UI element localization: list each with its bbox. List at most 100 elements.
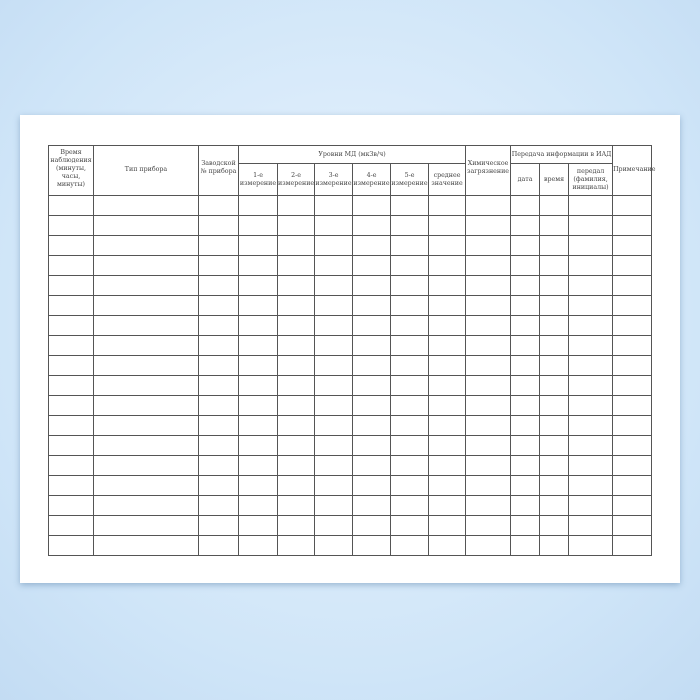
- table-cell[interactable]: [427, 495, 467, 516]
- table-cell[interactable]: [238, 475, 278, 496]
- table-cell[interactable]: [568, 195, 614, 216]
- table-cell[interactable]: [238, 375, 278, 396]
- table-cell[interactable]: [352, 495, 391, 516]
- table-cell[interactable]: [48, 395, 94, 416]
- table-cell[interactable]: [510, 395, 541, 416]
- table-cell[interactable]: [277, 535, 315, 556]
- table-cell[interactable]: [352, 475, 391, 496]
- table-cell[interactable]: [238, 275, 278, 296]
- table-cell[interactable]: [612, 295, 653, 316]
- table-cell[interactable]: [612, 235, 653, 256]
- table-cell[interactable]: [568, 275, 614, 296]
- table-cell[interactable]: [510, 435, 541, 456]
- table-cell[interactable]: [612, 395, 653, 416]
- table-cell[interactable]: [539, 475, 570, 496]
- table-cell[interactable]: [314, 275, 353, 296]
- table-cell[interactable]: [427, 535, 467, 556]
- table-cell[interactable]: [465, 475, 512, 496]
- table-cell[interactable]: [510, 375, 541, 396]
- table-cell[interactable]: [427, 335, 467, 356]
- table-cell[interactable]: [510, 495, 541, 516]
- table-cell[interactable]: [48, 435, 94, 456]
- table-cell[interactable]: [352, 415, 391, 436]
- table-cell[interactable]: [510, 515, 541, 536]
- table-cell[interactable]: [314, 415, 353, 436]
- table-cell[interactable]: [612, 535, 653, 556]
- table-cell[interactable]: [568, 435, 614, 456]
- table-cell[interactable]: [198, 215, 239, 236]
- table-cell[interactable]: [93, 495, 199, 516]
- table-cell[interactable]: [465, 195, 512, 216]
- table-cell[interactable]: [93, 375, 199, 396]
- table-cell[interactable]: [314, 455, 353, 476]
- table-cell[interactable]: [48, 275, 94, 296]
- table-cell[interactable]: [352, 295, 391, 316]
- table-cell[interactable]: [539, 515, 570, 536]
- table-cell[interactable]: [612, 275, 653, 296]
- table-cell[interactable]: [539, 195, 570, 216]
- table-cell[interactable]: [238, 535, 278, 556]
- table-cell[interactable]: [277, 215, 315, 236]
- table-cell[interactable]: [277, 335, 315, 356]
- table-cell[interactable]: [93, 295, 199, 316]
- table-cell[interactable]: [198, 275, 239, 296]
- table-cell[interactable]: [352, 395, 391, 416]
- table-cell[interactable]: [568, 495, 614, 516]
- table-cell[interactable]: [568, 335, 614, 356]
- table-cell[interactable]: [93, 355, 199, 376]
- table-cell[interactable]: [612, 215, 653, 236]
- table-cell[interactable]: [277, 355, 315, 376]
- table-cell[interactable]: [48, 335, 94, 356]
- table-cell[interactable]: [198, 315, 239, 336]
- table-cell[interactable]: [352, 455, 391, 476]
- table-cell[interactable]: [390, 435, 429, 456]
- table-cell[interactable]: [93, 435, 199, 456]
- table-cell[interactable]: [277, 455, 315, 476]
- table-cell[interactable]: [465, 255, 512, 276]
- table-cell[interactable]: [48, 515, 94, 536]
- table-cell[interactable]: [427, 515, 467, 536]
- table-cell[interactable]: [48, 375, 94, 396]
- table-cell[interactable]: [427, 435, 467, 456]
- table-cell[interactable]: [352, 535, 391, 556]
- table-cell[interactable]: [277, 255, 315, 276]
- table-cell[interactable]: [465, 415, 512, 436]
- table-cell[interactable]: [314, 235, 353, 256]
- table-cell[interactable]: [568, 295, 614, 316]
- table-cell[interactable]: [612, 255, 653, 276]
- table-cell[interactable]: [390, 375, 429, 396]
- table-cell[interactable]: [390, 315, 429, 336]
- table-cell[interactable]: [539, 395, 570, 416]
- table-cell[interactable]: [48, 295, 94, 316]
- table-cell[interactable]: [427, 255, 467, 276]
- table-cell[interactable]: [427, 395, 467, 416]
- table-cell[interactable]: [238, 435, 278, 456]
- table-cell[interactable]: [314, 215, 353, 236]
- table-cell[interactable]: [48, 215, 94, 236]
- table-cell[interactable]: [427, 355, 467, 376]
- table-cell[interactable]: [465, 275, 512, 296]
- table-cell[interactable]: [427, 415, 467, 436]
- table-cell[interactable]: [465, 235, 512, 256]
- table-cell[interactable]: [198, 255, 239, 276]
- table-cell[interactable]: [93, 535, 199, 556]
- table-cell[interactable]: [568, 515, 614, 536]
- table-cell[interactable]: [277, 395, 315, 416]
- table-cell[interactable]: [510, 255, 541, 276]
- table-cell[interactable]: [198, 295, 239, 316]
- table-cell[interactable]: [198, 435, 239, 456]
- table-cell[interactable]: [539, 275, 570, 296]
- table-cell[interactable]: [510, 535, 541, 556]
- table-cell[interactable]: [93, 255, 199, 276]
- table-cell[interactable]: [93, 195, 199, 216]
- table-cell[interactable]: [465, 535, 512, 556]
- table-cell[interactable]: [352, 275, 391, 296]
- table-cell[interactable]: [568, 395, 614, 416]
- table-cell[interactable]: [48, 495, 94, 516]
- table-cell[interactable]: [238, 255, 278, 276]
- table-cell[interactable]: [539, 315, 570, 336]
- table-cell[interactable]: [510, 415, 541, 436]
- table-cell[interactable]: [539, 355, 570, 376]
- table-cell[interactable]: [568, 255, 614, 276]
- table-cell[interactable]: [352, 195, 391, 216]
